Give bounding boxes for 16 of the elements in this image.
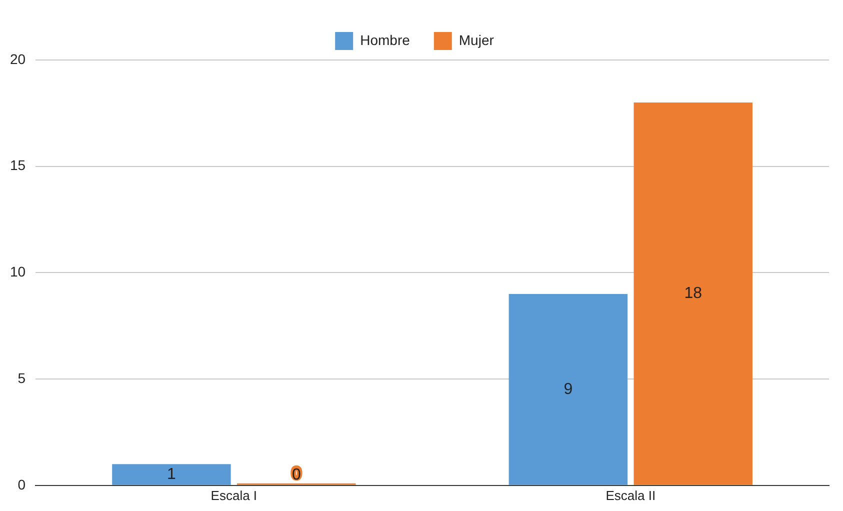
y-tick-label: 5 — [18, 370, 26, 386]
data-label: 18 — [684, 285, 702, 302]
y-tick-label: 10 — [10, 264, 26, 280]
bar — [634, 102, 752, 485]
y-tick-label: 15 — [10, 157, 26, 174]
bar — [112, 464, 231, 485]
legend-label: Mujer — [458, 32, 494, 48]
y-tick-label: 20 — [10, 50, 26, 67]
x-tick-label: Escala I — [210, 488, 258, 503]
legend-label: Hombre — [360, 32, 410, 48]
data-label: 9 — [564, 380, 573, 398]
bar — [508, 294, 628, 485]
y-tick-label: 0 — [18, 476, 26, 492]
x-tick-label: Escala II — [606, 488, 656, 503]
data-label: 1 — [166, 466, 176, 483]
data-label: 0 — [292, 466, 301, 484]
